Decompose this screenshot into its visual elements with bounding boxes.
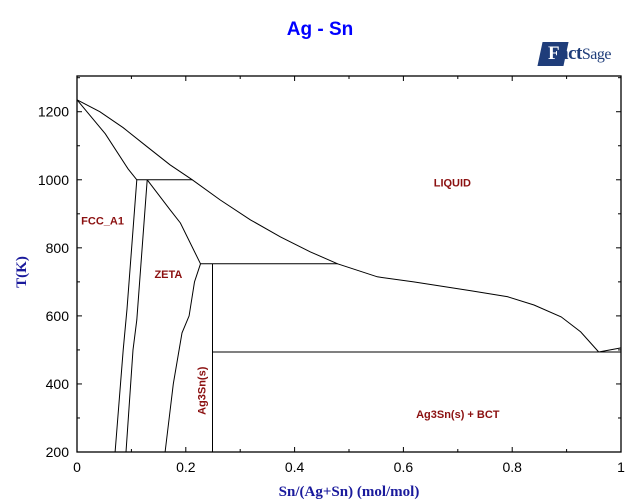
phase-boundary-liquidus-sn: [598, 347, 622, 353]
phase-label: ZETA: [154, 269, 182, 281]
y-tick-label: 600: [46, 308, 70, 324]
x-tick-label: 0.6: [394, 459, 414, 475]
y-tick-label: 1000: [38, 172, 69, 188]
phase-boundary-zeta-upper-right: [146, 179, 201, 265]
phase-label: FCC_A1: [81, 216, 124, 228]
phase-label: Ag3Sn(s): [196, 366, 208, 415]
phase-boundary-fcc-solvus: [114, 179, 138, 453]
x-tick-label: 0.4: [285, 459, 305, 475]
y-tick-label: 200: [46, 444, 70, 460]
chart-title: Ag - Sn: [286, 19, 354, 40]
factsage-logo: FactSage: [537, 40, 638, 74]
y-axis-label: T(K): [14, 256, 30, 288]
plot-frame: [76, 75, 622, 453]
phase-boundary-fcc-solidus: [76, 99, 138, 181]
x-tick-label: 0.8: [502, 459, 522, 475]
phase-boundary-zeta-left: [125, 179, 148, 453]
phase-label: LIQUID: [434, 178, 471, 190]
x-tick-label: 1: [617, 459, 625, 475]
x-tick-label: 0: [73, 459, 81, 475]
y-tick-label: 400: [46, 376, 70, 392]
x-tick-label: 0.2: [176, 459, 196, 475]
y-tick-label: 1200: [38, 104, 69, 120]
phase-label: Ag3Sn(s) + BCT: [416, 409, 500, 421]
y-tick-label: 800: [46, 240, 70, 256]
x-axis-label: Sn/(Ag+Sn) (mol/mol): [279, 484, 420, 500]
phase-boundary-liquidus: [76, 99, 600, 353]
phase-boundary-zeta-lower-right: [164, 263, 201, 453]
